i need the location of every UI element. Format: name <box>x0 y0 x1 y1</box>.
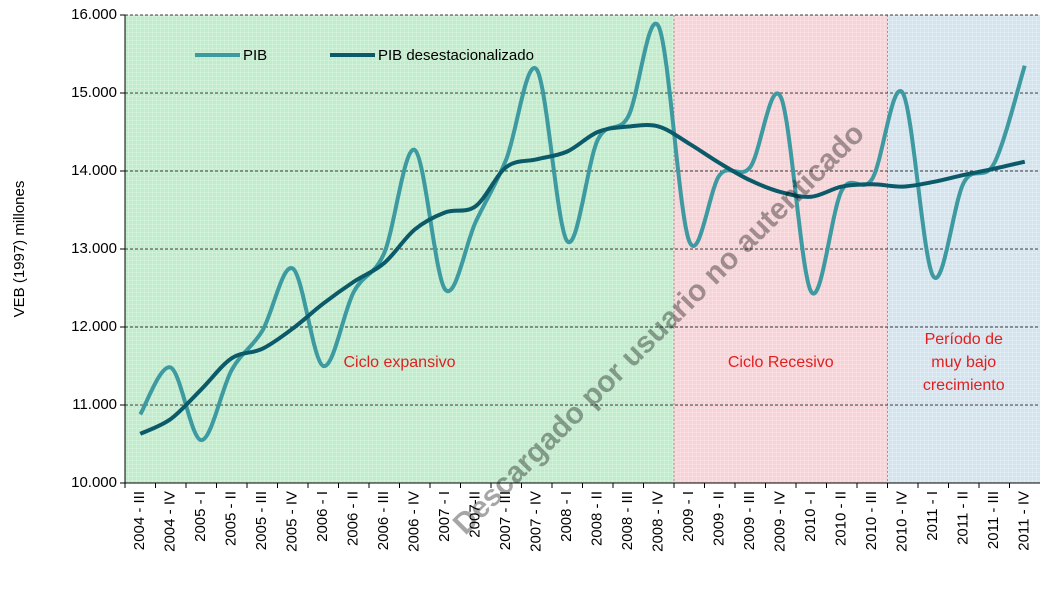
x-tick-label: 2005 - IV <box>284 491 301 552</box>
legend-label: PIB <box>243 47 267 64</box>
x-tick-label: 2006 - IV <box>406 491 423 552</box>
legend-label: PIB desestacionalizado <box>378 47 534 64</box>
y-tick-label: 10.000 <box>71 474 117 491</box>
y-tick-label: 11.000 <box>72 396 117 413</box>
region-label: Ciclo expansivo <box>343 354 455 371</box>
x-tick-label: 2008 - III <box>619 491 636 550</box>
x-tick-label: 2010 - IV <box>894 491 911 552</box>
y-tick-label: 15.000 <box>71 84 117 101</box>
x-tick-label: 2008 - I <box>558 491 575 542</box>
x-tick-label: 2011 - II <box>955 491 972 545</box>
x-tick-label: 2009 - II <box>711 491 728 546</box>
x-tick-label: 2011 - III <box>985 491 1002 549</box>
x-tick-label: 2004 - IV <box>162 491 179 552</box>
series-line <box>138 21 1027 443</box>
x-tick-label: 2005 - I <box>192 491 209 542</box>
x-tick-label: 2004 - III <box>131 491 148 550</box>
x-tick-label: 2011 - I <box>924 491 941 541</box>
x-tick-label: 2005 - III <box>253 491 270 550</box>
x-tick-label: 2006 - III <box>375 491 392 550</box>
series-line <box>139 123 1026 436</box>
x-tick-label: 2005 - II <box>223 491 240 546</box>
x-tick-label: 2006 - II <box>345 491 362 546</box>
y-tick-label: 12.000 <box>71 318 117 335</box>
y-tick-label: 13.000 <box>71 240 117 257</box>
x-tick-label: 2009 - IV <box>772 491 789 552</box>
y-tick-label: 14.000 <box>71 162 117 179</box>
x-tick-label: 2007 - IV <box>528 491 545 552</box>
region-label: crecimiento <box>923 377 1005 394</box>
region-label: muy bajo <box>931 354 996 371</box>
region-label: Período de <box>925 331 1003 348</box>
x-tick-label: 2011 - IV <box>1016 491 1033 551</box>
x-tick-label: 2010 - I <box>802 491 819 542</box>
x-tick-label: 2010 - III <box>863 491 880 550</box>
y-axis-label: VEB (1997) millones <box>11 181 28 318</box>
x-tick-label: 2009 - I <box>680 491 697 542</box>
x-tick-label: 2006 - I <box>314 491 331 542</box>
region-label: Ciclo Recesivo <box>728 354 834 371</box>
x-tick-label: 2010 - II <box>833 491 850 546</box>
y-tick-label: 16.000 <box>71 6 117 23</box>
x-tick-label: 2007 - III <box>497 491 514 550</box>
x-tick-label: 2007 - I <box>436 491 453 542</box>
x-tick-label: 2007-II <box>467 491 484 538</box>
x-tick-label: 2008 - IV <box>650 491 667 552</box>
x-tick-label: 2008 - II <box>589 491 606 546</box>
x-tick-label: 2009 - III <box>741 491 758 550</box>
